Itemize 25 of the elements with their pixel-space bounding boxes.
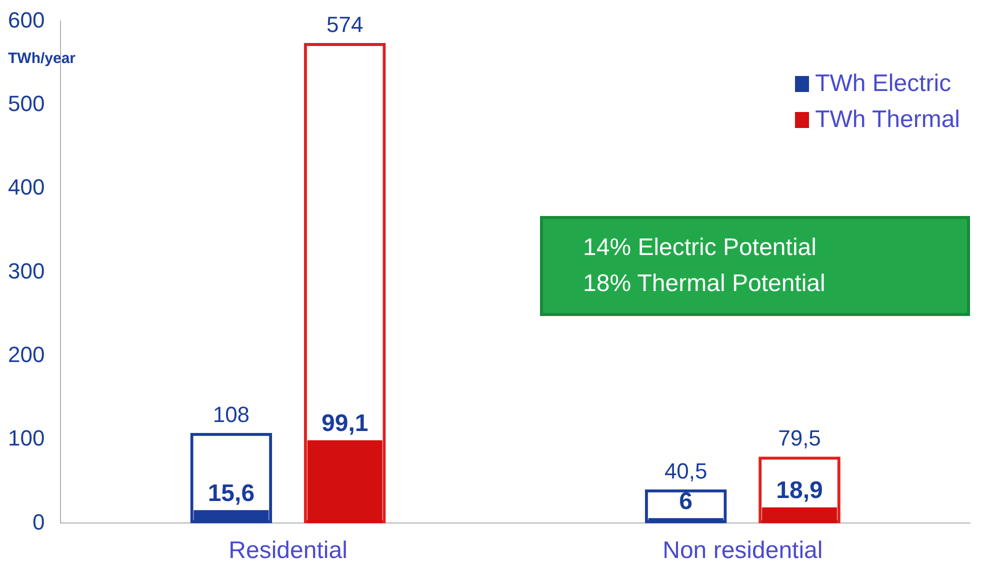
x-tick-label: Non residential [662,537,823,564]
legend-label: TWh Electric [815,70,952,98]
data-label: 574 [326,12,364,38]
annotation: 14% Electric Potential [583,233,818,263]
bar [762,507,838,524]
highlight-box: 14% Electric Potential 18% Thermal Potential [540,216,970,316]
y-tick-label: 300 [8,258,45,284]
data-label: 99,1 [322,410,368,437]
y-axis-title: TWh/year [8,50,76,67]
y-tick-label: 600 [8,7,45,32]
annotation: 18% Thermal Potential [583,269,826,299]
y-tick-label: 200 [8,342,45,367]
data-label: 18,9 [776,477,823,504]
legend-label: TWh Thermal [815,106,960,134]
y-tick-label: 400 [8,174,45,200]
data-label: 79,5 [778,426,821,451]
y-tick-label: 500 [8,90,45,116]
data-label: 108 [212,402,250,427]
data-label: 15,6 [208,480,255,507]
bar [307,440,382,524]
data-label: 6 [679,488,693,515]
y-tick-label: 100 [8,426,45,451]
y-tick-label: 0 [32,509,45,534]
x-tick-label: Residential [228,537,348,564]
data-label: 40,5 [664,458,708,484]
